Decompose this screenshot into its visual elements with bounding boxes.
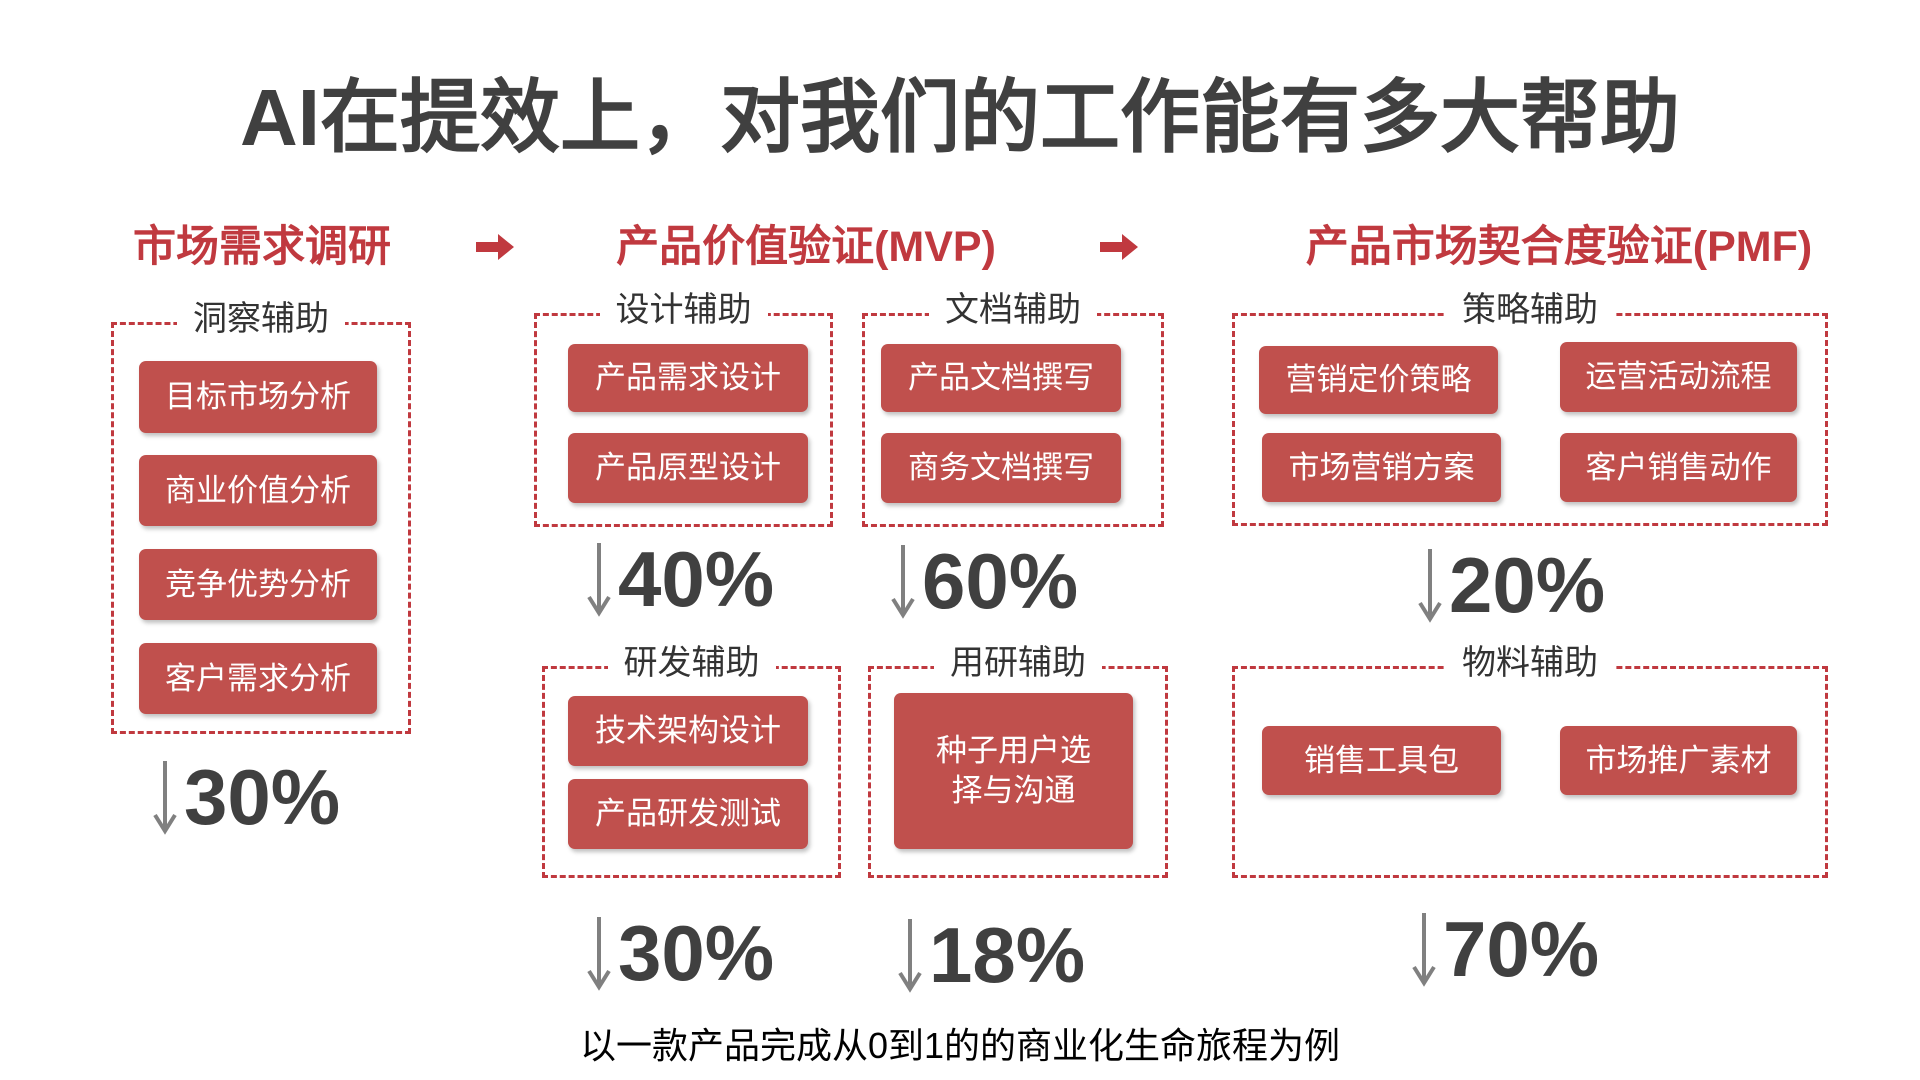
down-arrow bbox=[153, 761, 177, 835]
stage-label: 市场需求调研 bbox=[133, 223, 391, 271]
title: AI在提效上，对我们的工作能有多大帮助 bbox=[240, 73, 1680, 162]
item: 商务文档撰写 bbox=[881, 433, 1121, 503]
reduction: 18% bbox=[895, 910, 1085, 1000]
group-box: 洞察辅助 bbox=[111, 297, 411, 734]
item: 竞争优势分析 bbox=[139, 549, 377, 620]
item: 产品需求设计 bbox=[568, 344, 808, 412]
group-label: 洞察辅助 bbox=[177, 297, 345, 341]
item: 目标市场分析 bbox=[139, 361, 377, 433]
reduction-value: 30% bbox=[184, 752, 341, 841]
reduction: 70% bbox=[1409, 904, 1599, 994]
group-box: 策略辅助 bbox=[1232, 288, 1828, 526]
reduction: 60% bbox=[888, 536, 1078, 626]
down-arrow bbox=[891, 545, 915, 619]
group-box: 物料辅助 bbox=[1232, 641, 1828, 878]
item: 营销定价策略 bbox=[1259, 346, 1498, 414]
down-arrow bbox=[587, 543, 611, 617]
down-arrow bbox=[898, 919, 922, 993]
reduction: 30% bbox=[150, 752, 340, 842]
item: 商业价值分析 bbox=[139, 455, 377, 526]
group-label: 物料辅助 bbox=[1446, 641, 1614, 685]
stage-label: 产品市场契合度验证(PMF) bbox=[1305, 223, 1813, 271]
reduction-value: 70% bbox=[1443, 904, 1600, 993]
stage-label: 产品价值验证(MVP) bbox=[616, 223, 996, 271]
item: 客户需求分析 bbox=[139, 643, 377, 714]
stage-arrow bbox=[476, 234, 514, 260]
item: 产品研发测试 bbox=[568, 779, 808, 849]
group-box: 文档辅助 bbox=[862, 288, 1164, 527]
reduction: 30% bbox=[584, 908, 774, 998]
group-label: 文档辅助 bbox=[929, 288, 1097, 332]
stage-arrow bbox=[1100, 234, 1138, 260]
reduction: 20% bbox=[1415, 540, 1605, 630]
group-box: 设计辅助 bbox=[534, 288, 833, 527]
group-label: 设计辅助 bbox=[599, 288, 768, 332]
reduction-value: 30% bbox=[618, 908, 775, 997]
down-arrow bbox=[1412, 913, 1436, 987]
item: 市场推广素材 bbox=[1560, 726, 1797, 795]
down-arrow bbox=[587, 917, 611, 991]
reduction-value: 18% bbox=[929, 910, 1086, 999]
group-label: 用研辅助 bbox=[934, 641, 1102, 685]
footer-note: 以一款产品完成从0到1的的商业化生命旅程为例 bbox=[579, 1025, 1341, 1066]
item: 技术架构设计 bbox=[568, 696, 808, 766]
reduction-value: 60% bbox=[922, 536, 1079, 625]
item: 种子用户选择与沟通 bbox=[894, 693, 1133, 849]
item: 销售工具包 bbox=[1262, 726, 1501, 795]
reduction: 40% bbox=[584, 534, 774, 624]
group-label: 策略辅助 bbox=[1446, 288, 1614, 332]
group-label: 研发辅助 bbox=[607, 641, 776, 685]
down-arrow bbox=[1418, 549, 1442, 623]
reduction-value: 20% bbox=[1449, 540, 1606, 629]
item: 运营活动流程 bbox=[1560, 342, 1797, 412]
reduction-value: 40% bbox=[618, 534, 775, 623]
item: 产品文档撰写 bbox=[881, 344, 1121, 412]
item: 产品原型设计 bbox=[568, 433, 808, 503]
group-box: 研发辅助 bbox=[542, 641, 841, 878]
group-box: 用研辅助 bbox=[868, 641, 1168, 878]
item: 客户销售动作 bbox=[1560, 433, 1797, 502]
item: 市场营销方案 bbox=[1262, 433, 1501, 502]
